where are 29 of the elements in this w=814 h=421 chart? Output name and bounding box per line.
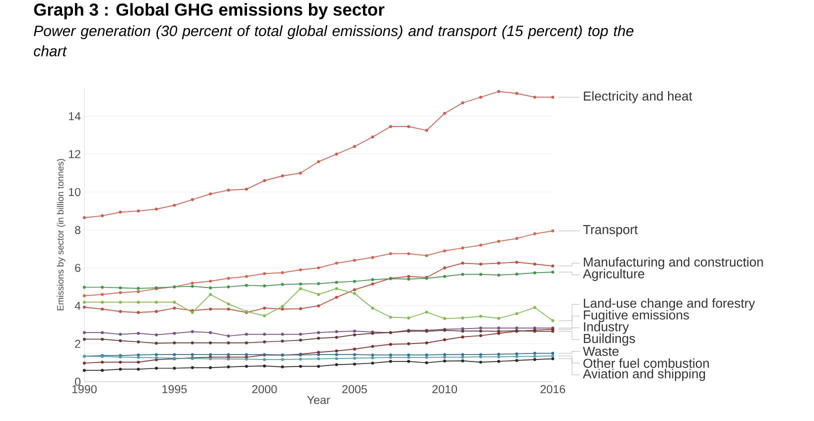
x-tick-label: 1995 — [162, 385, 187, 394]
x-tick-label: 2010 — [432, 385, 458, 394]
y-tick-label: 0 — [74, 378, 80, 386]
y-axis-title: Emissions by sector (in billion tonnes) — [56, 158, 66, 310]
text: Aviation and shipping — [582, 368, 705, 381]
y-tick-label: 6 — [75, 264, 80, 272]
text: Buildings — [584, 333, 635, 346]
x-tick-label: 2005 — [342, 385, 367, 394]
x-axis-title: Year — [307, 396, 330, 404]
y-tick-label: 2 — [75, 340, 80, 348]
text: Manufacturing and construction — [584, 257, 763, 270]
y-tick-label: 14 — [68, 112, 81, 120]
x-tick-label: 1990 — [72, 385, 97, 394]
text: Transport — [583, 225, 638, 237]
chart-title: Graph 3 : Global GHG emissions by sector — [34, 2, 384, 20]
text: Fugitive emissions — [584, 310, 689, 322]
text: Waste — [582, 346, 619, 356]
text: Industry — [584, 322, 629, 334]
text: Electricity and heat — [584, 91, 692, 104]
chart-subtitle: Power generation (30 percent of total global emissions) and transport (15 percent) top the chart — [34, 25, 634, 56]
x-tick-label: 2016 — [540, 385, 566, 394]
text: Agriculture — [582, 268, 644, 281]
x-tick-label: 2000 — [252, 385, 277, 394]
y-tick-label: 4 — [74, 302, 81, 310]
y-tick-label: 8 — [74, 226, 80, 234]
y-tick-label: 10 — [68, 188, 80, 196]
y-tick-label: 12 — [68, 150, 80, 158]
text: Land-use change and forestry — [584, 298, 756, 310]
text: Other fuel combustion — [583, 358, 709, 368]
